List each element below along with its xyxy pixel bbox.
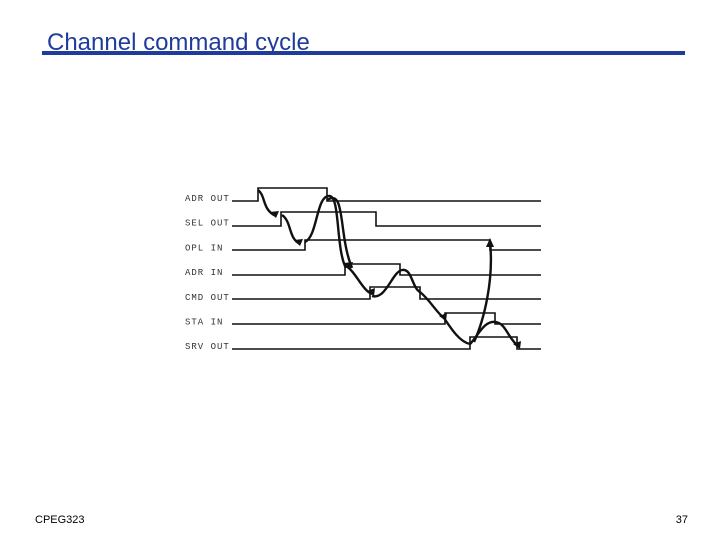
signal-labels: ADR OUT SEL OUT OPL IN ADR IN CMD OUT STA IN S… [185,194,230,352]
footer-right: 37 [676,514,688,526]
wave [232,336,541,350]
arrowhead [486,238,494,247]
handshake-arrow [345,264,373,296]
wave [232,187,541,202]
handshake-arrow [371,268,421,298]
wave [232,286,541,300]
footer-left: CPEG323 [35,514,85,526]
handshake-arrow [443,317,471,346]
handshake-arrow [326,196,354,269]
timing-diagram [232,187,541,350]
wave [232,239,541,251]
arrowhead [294,239,303,246]
arrowhead [513,341,521,349]
signal-label: CMD OUT [185,293,230,303]
wave [232,263,541,276]
handshake-arrow [419,291,445,319]
signal-label: SEL OUT [185,219,230,229]
wave [232,312,541,325]
arrowhead [344,262,353,270]
handshake-arrow [472,241,493,343]
arrowhead [439,313,447,321]
signal-label: ADR IN [185,268,223,278]
signal-label: STA IN [185,318,223,328]
arrowhead [270,211,279,218]
arrowhead [367,288,375,296]
wave [232,211,541,227]
signal-label: ADR OUT [185,194,230,204]
signal-label: SRV OUT [185,342,230,352]
signal-label: OPL IN [185,243,223,253]
handshake-arrow [304,194,348,269]
title-rule [42,51,685,55]
